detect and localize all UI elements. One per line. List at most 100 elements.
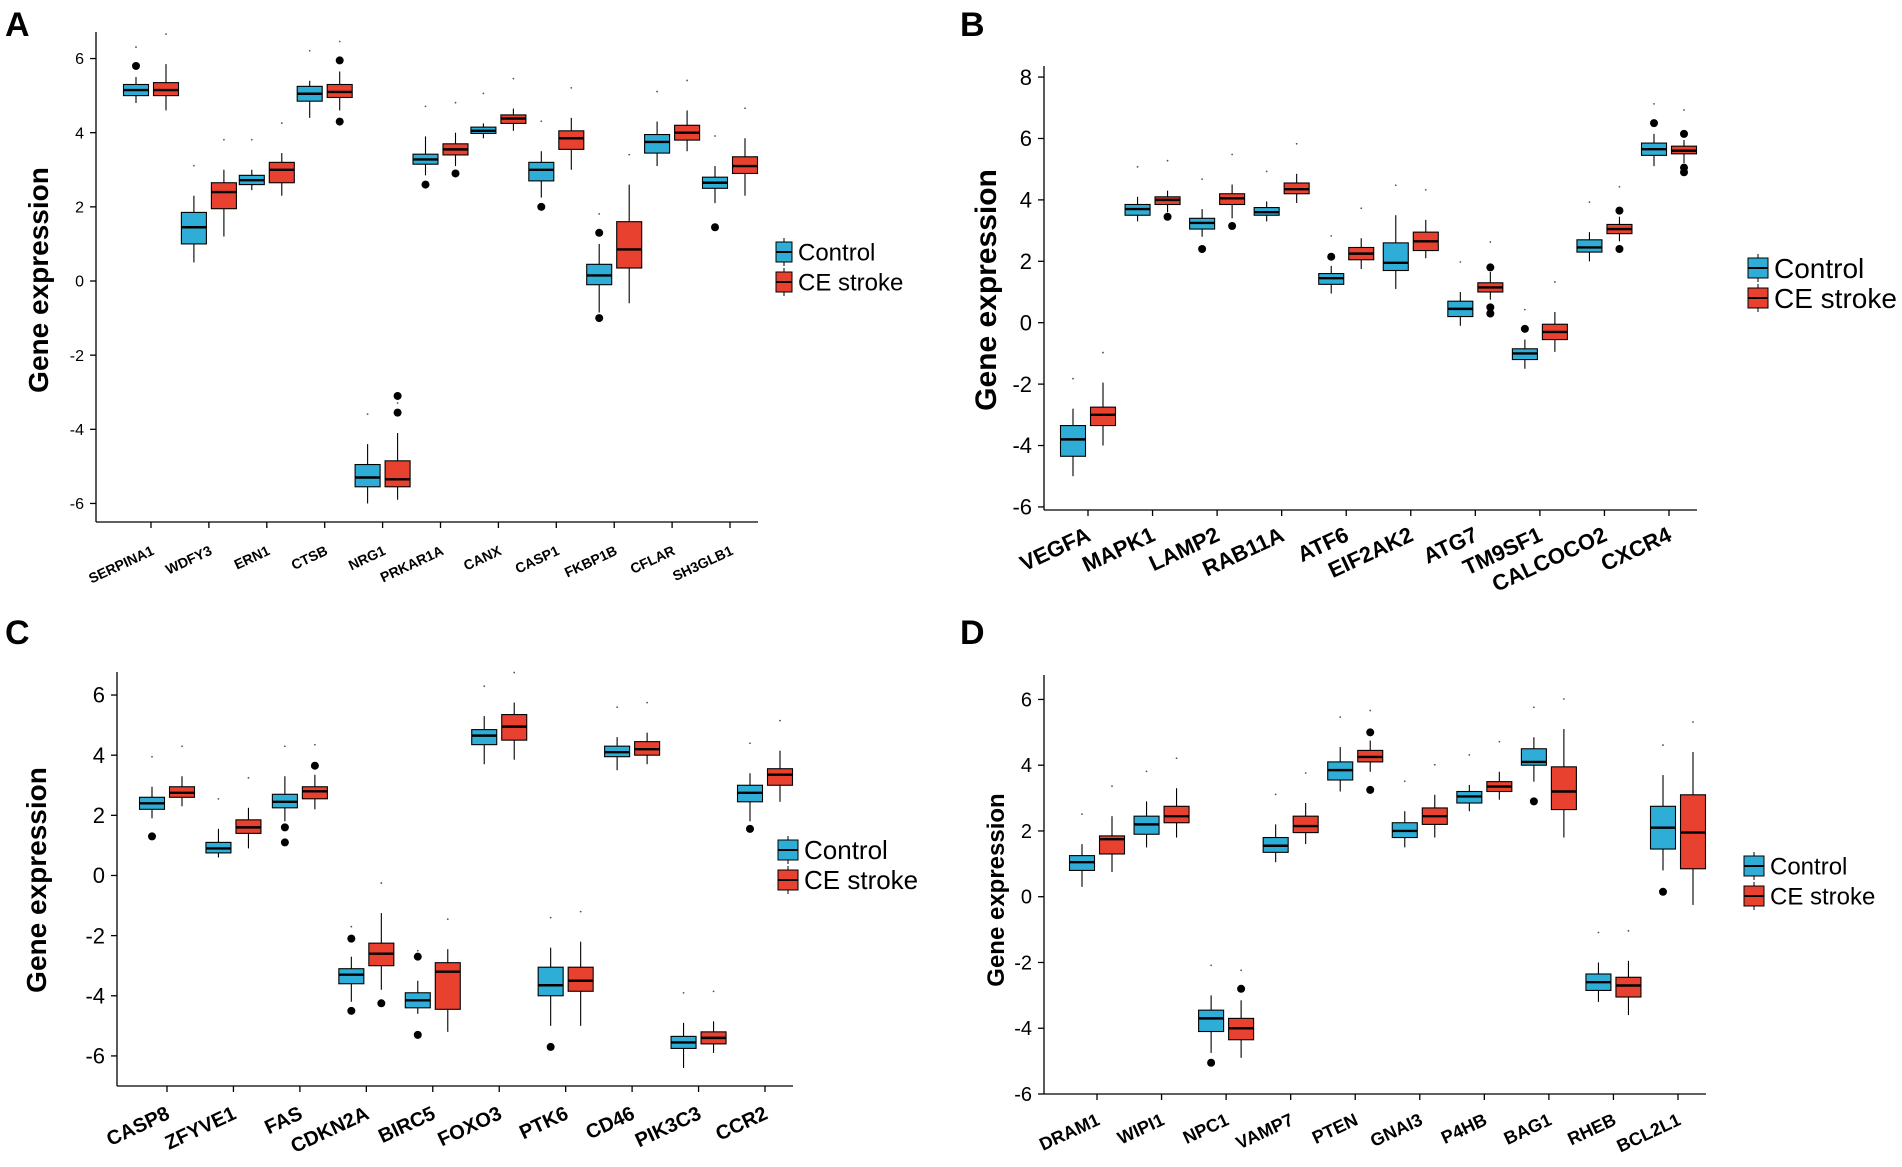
outlier-point: [595, 314, 604, 323]
outlier-point: [1659, 887, 1667, 896]
x-tick-label: BIRC5: [375, 1103, 439, 1148]
box-stroke: [1541, 281, 1568, 352]
x-tick-label: PTK6: [516, 1103, 572, 1145]
box-control: [1585, 931, 1612, 1002]
outlier-point: [546, 1042, 555, 1051]
box-control: [1198, 964, 1225, 1067]
box-control: [1640, 102, 1668, 167]
marker-dot: [396, 402, 399, 404]
box-control: [701, 135, 729, 232]
outlier-point: [347, 934, 356, 943]
outlier-point: [1207, 1058, 1216, 1067]
marker-dot: [1394, 184, 1397, 187]
x-tick-label: CXCR4: [1597, 522, 1676, 576]
marker-dot: [165, 33, 167, 35]
marker-dot: [247, 776, 250, 779]
box-stroke: [1421, 763, 1448, 838]
box-stroke: [700, 990, 727, 1053]
box-control: [1124, 165, 1151, 222]
marker-dot: [1339, 716, 1342, 719]
x-tick-label: PRKAR1A: [378, 542, 446, 585]
outlier-point: [413, 1030, 422, 1039]
marker-dot: [366, 413, 369, 416]
y-tick-label: 2: [93, 803, 105, 828]
y-tick-label: -6: [1014, 1084, 1032, 1106]
marker-dot: [1111, 785, 1113, 788]
iqr-box: [471, 729, 498, 746]
marker-dot: [540, 120, 543, 123]
x-tick-label: SERPINA1: [86, 542, 156, 586]
box-control: [1262, 793, 1289, 863]
x-tick-label: GNAI3: [1367, 1109, 1425, 1150]
y-tick-label: 4: [93, 743, 105, 768]
box-stroke: [434, 918, 461, 1032]
box-stroke: [210, 138, 237, 237]
y-tick-label: 4: [1021, 755, 1032, 777]
x-tick-label: ERN1: [231, 542, 272, 572]
marker-dot: [1231, 153, 1234, 156]
box-control: [338, 925, 365, 1015]
box-stroke: [368, 882, 395, 1008]
box-stroke: [1357, 709, 1384, 794]
x-tick-label: CD46: [583, 1103, 639, 1145]
outlier-point: [1486, 309, 1495, 318]
box-stroke: [500, 77, 527, 131]
marker-dot: [1240, 969, 1243, 972]
outlier-point: [1327, 252, 1336, 261]
y-tick-label: 2: [75, 199, 84, 216]
legend-label-control: Control: [804, 835, 888, 865]
box-control: [1520, 706, 1547, 806]
box-control: [1511, 308, 1538, 369]
marker-dot: [1330, 235, 1333, 237]
box-stroke: [558, 86, 585, 170]
outlier-point: [595, 228, 604, 237]
iqr-box: [210, 182, 237, 210]
legend-label-control: Control: [1774, 253, 1864, 284]
marker-dot: [682, 991, 685, 994]
box-stroke: [766, 719, 794, 802]
marker-dot: [416, 949, 419, 952]
marker-dot: [1683, 109, 1685, 111]
iqr-box: [537, 966, 564, 997]
outlier-point: [1680, 168, 1688, 177]
marker-dot: [1369, 709, 1372, 712]
y-tick-label: -4: [85, 983, 105, 1008]
y-tick-label: -4: [1012, 433, 1032, 458]
marker-dot: [656, 90, 658, 93]
box-control: [138, 755, 166, 841]
outlier-point: [1198, 245, 1207, 254]
legend-label-stroke: CE stroke: [798, 269, 903, 296]
x-tick-label: RHEB: [1564, 1109, 1619, 1149]
marker-dot: [483, 685, 486, 687]
marker-dot: [714, 135, 716, 137]
box-control: [412, 105, 439, 189]
box-stroke: [301, 743, 328, 810]
marker-dot: [223, 138, 225, 141]
box-control: [528, 120, 555, 211]
box-stroke: [384, 391, 411, 500]
box-stroke: [501, 671, 528, 760]
iqr-box: [567, 966, 594, 992]
box-stroke: [168, 745, 196, 807]
box-control: [271, 745, 298, 847]
outlier-point: [451, 169, 460, 178]
outlier-point: [421, 180, 430, 189]
marker-dot: [646, 701, 649, 704]
y-tick-label: 6: [1021, 689, 1032, 711]
box-control: [1382, 184, 1409, 289]
marker-dot: [1360, 207, 1363, 210]
box-stroke: [442, 101, 469, 178]
marker-dot: [686, 79, 688, 82]
box-stroke: [1219, 153, 1246, 230]
outlier-point: [1520, 324, 1529, 333]
marker-dot: [1424, 188, 1427, 191]
box-stroke: [1154, 159, 1181, 221]
outlier-point: [746, 824, 754, 833]
x-tick-label: BCL2L1: [1614, 1109, 1684, 1156]
x-tick-label: SH3GLB1: [670, 542, 735, 584]
legend: Control CE stroke: [1743, 852, 1875, 910]
box-stroke: [1606, 185, 1633, 254]
panel-letter: B: [960, 6, 985, 44]
